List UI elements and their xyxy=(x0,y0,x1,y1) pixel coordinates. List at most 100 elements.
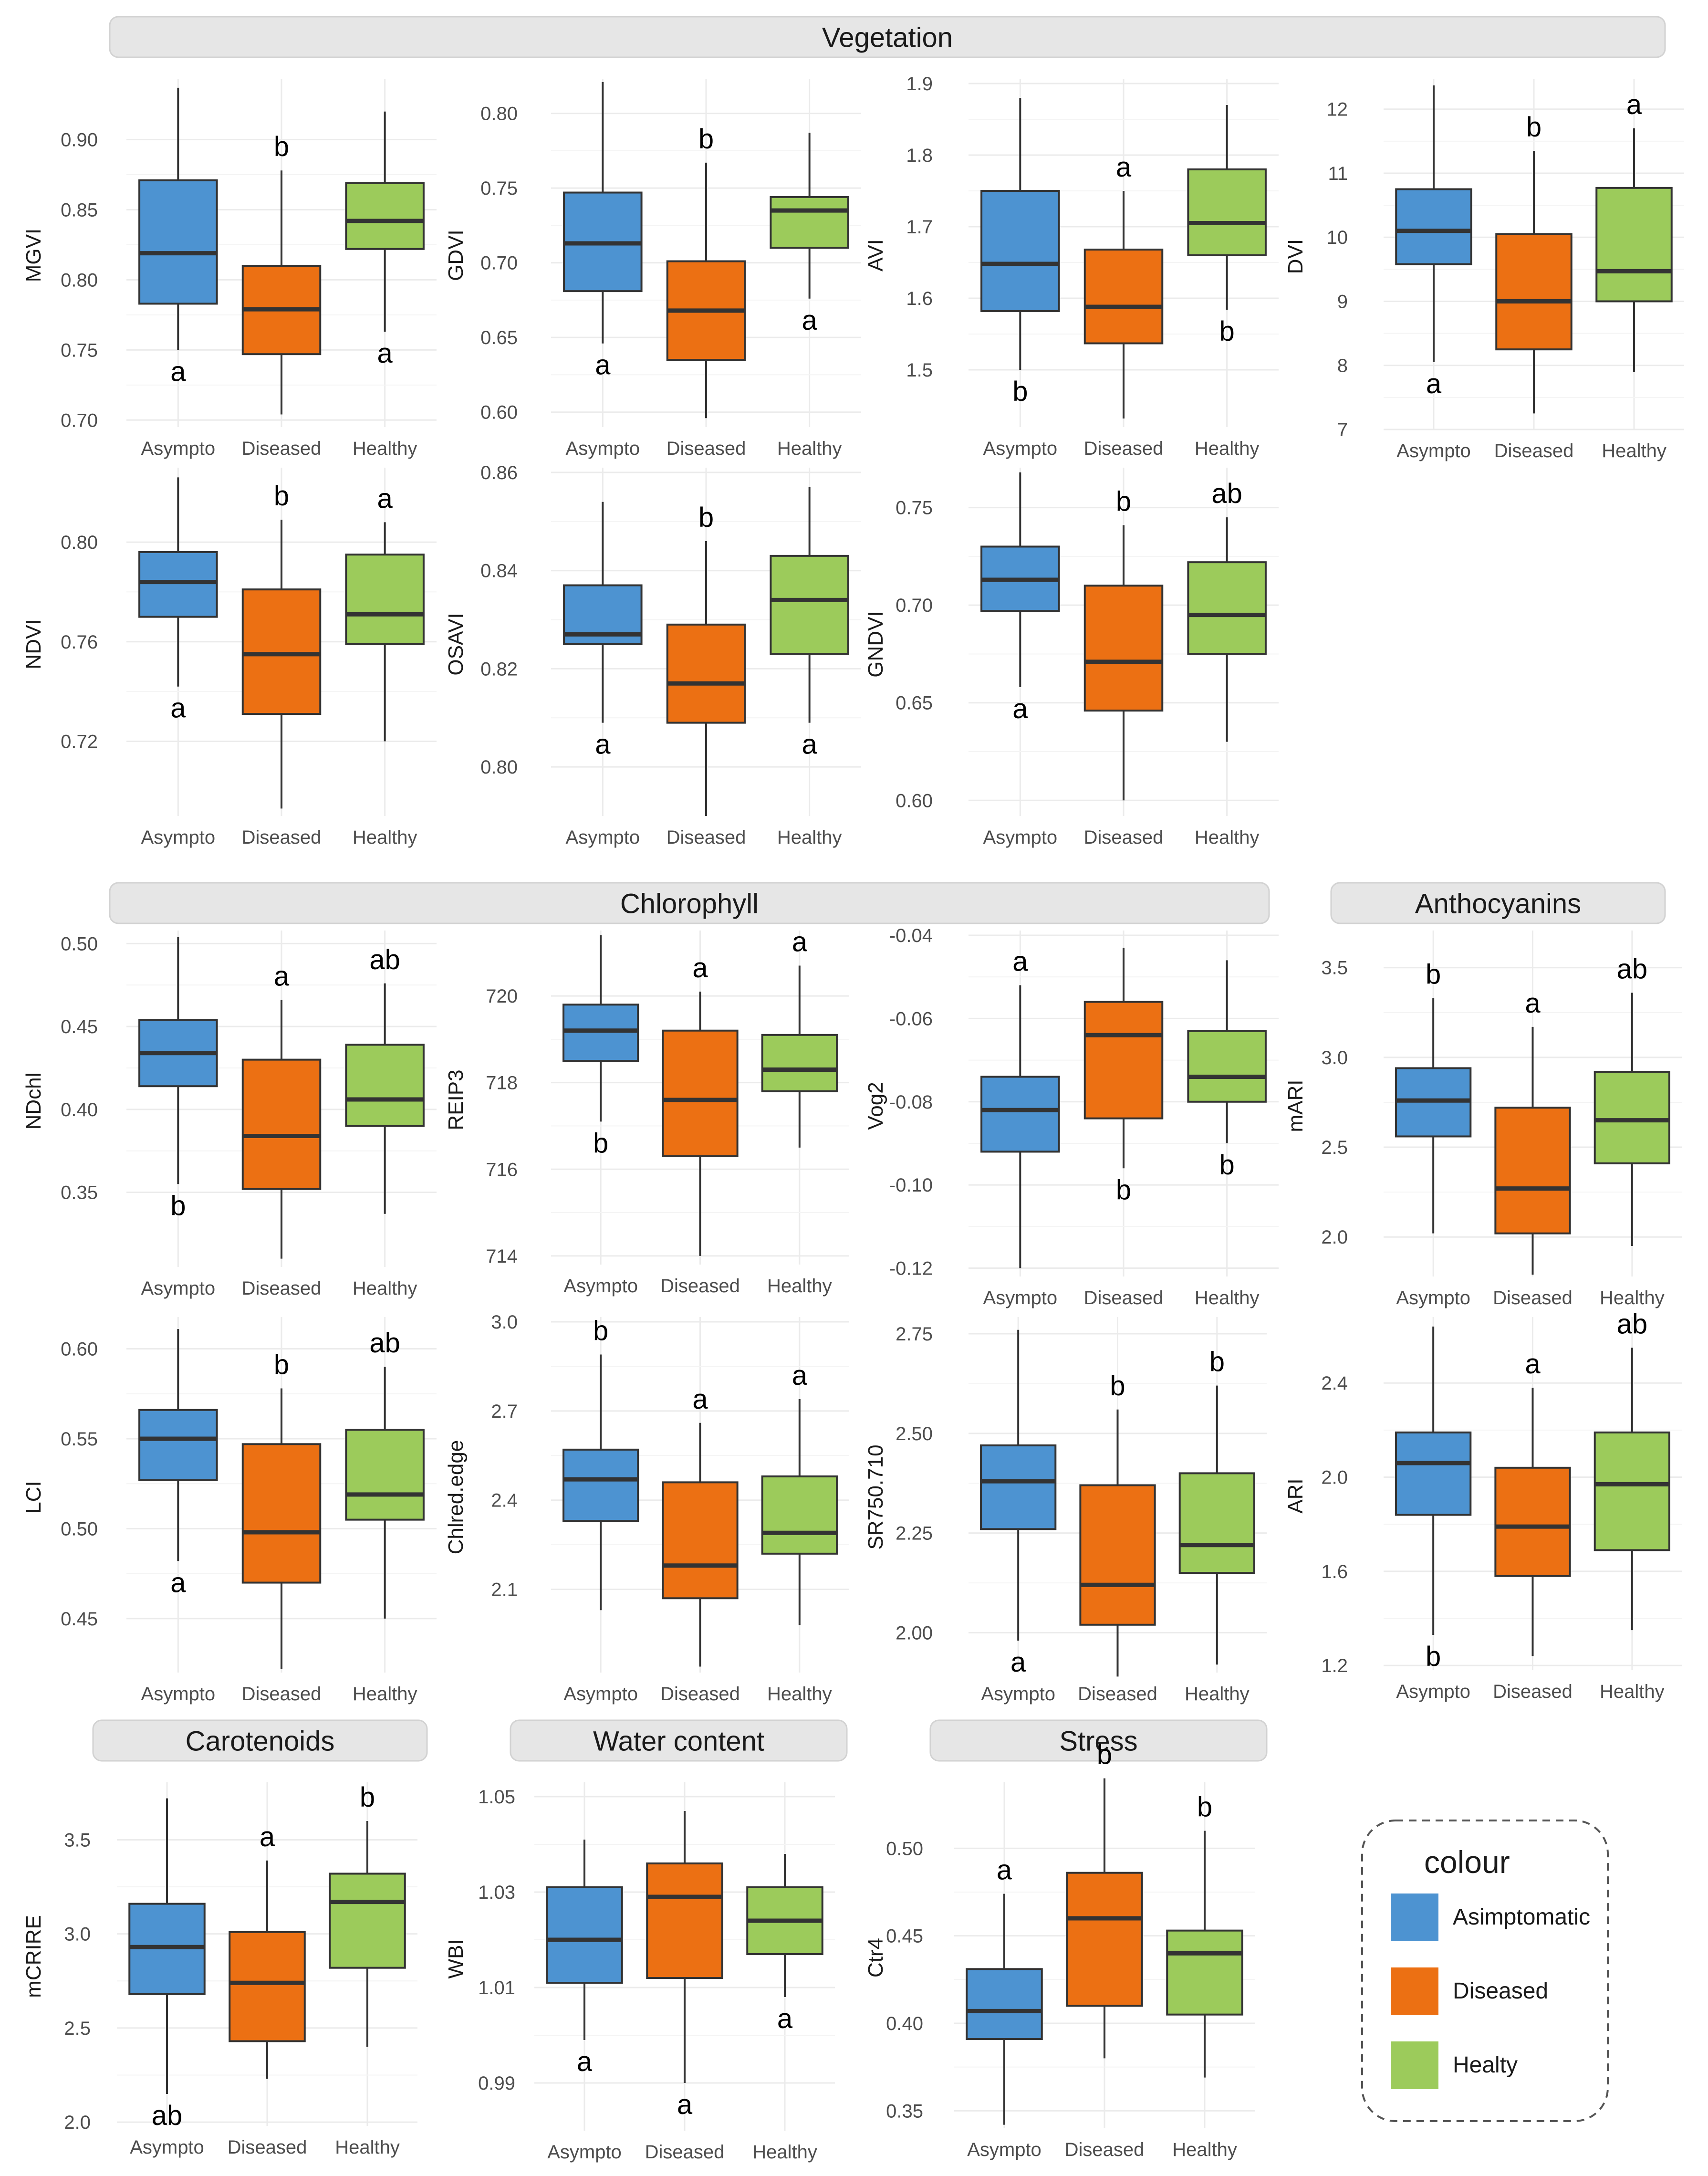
panel-chlred-edge: 2.1 2.4 2.7 3.0 Chlred.edge Asympto Diseased He… xyxy=(444,1312,849,1705)
x-tick-label: Diseased xyxy=(667,827,746,848)
y-tick-label: 2.5 xyxy=(1321,1137,1348,1158)
x-tick-label: Healthy xyxy=(353,1278,417,1299)
y-tick-label: -0.04 xyxy=(889,925,933,946)
box-healthy: a xyxy=(770,487,849,760)
box-body xyxy=(646,1862,723,1979)
significance-letter: b xyxy=(593,1316,608,1347)
box-asympto: a xyxy=(138,477,218,724)
significance-letter: b xyxy=(1426,1641,1441,1672)
panel-osavi: 0.80 0.82 0.84 0.86 OSAVI Asympto Diseased Heal… xyxy=(444,462,861,848)
significance-letter: a xyxy=(1012,693,1028,724)
y-tick-label: 0.75 xyxy=(61,340,98,361)
significance-letter: b xyxy=(1116,486,1131,517)
box-body xyxy=(1083,1001,1164,1119)
box-healthy: ab xyxy=(345,1328,425,1619)
y-tick-label: 2.50 xyxy=(896,1423,933,1444)
significance-letter: a xyxy=(170,356,186,387)
significance-letter: b xyxy=(1209,1347,1225,1378)
box-asympto: a xyxy=(563,502,643,760)
box-asympto: a xyxy=(966,1855,1043,2125)
significance-letter: a xyxy=(260,1821,275,1852)
x-tick-label: Asympto xyxy=(981,1684,1055,1705)
box-diseased: b xyxy=(241,481,322,809)
chart-panels: 0.70 0.75 0.80 0.85 0.90 MGVI Asympto Diseased H… xyxy=(22,73,1684,2163)
legend-label: Healty xyxy=(1453,2052,1518,2078)
significance-letter: b xyxy=(1110,1370,1125,1402)
y-tick-label: 0.65 xyxy=(896,693,933,714)
significance-letter: ab xyxy=(1617,953,1648,984)
significance-letter: a xyxy=(792,1360,808,1391)
significance-letter: ab xyxy=(152,2100,183,2131)
legend: colour Asimptomatic Diseased Healty xyxy=(1361,1820,1609,2122)
box-body xyxy=(761,1034,838,1092)
box-body xyxy=(1083,585,1164,712)
y-tick-label: 0.76 xyxy=(61,632,98,653)
significance-letter: a xyxy=(1012,946,1028,977)
y-tick-label: 1.6 xyxy=(906,288,933,309)
x-tick-label: Diseased xyxy=(242,827,322,848)
y-tick-label: 3.0 xyxy=(1321,1047,1348,1068)
significance-letter: b xyxy=(1197,1792,1212,1823)
x-tick-label: Diseased xyxy=(645,2142,725,2163)
y-tick-label: -0.10 xyxy=(889,1175,933,1196)
y-tick-label: 10 xyxy=(1327,227,1348,248)
legend-title: colour xyxy=(1424,1844,1510,1880)
strip-title: Water content xyxy=(593,1726,764,1757)
box-diseased: b xyxy=(241,131,322,415)
x-tick-label: Healthy xyxy=(1185,1684,1250,1705)
box-body xyxy=(1595,187,1673,303)
significance-letter: b xyxy=(360,1782,375,1813)
panel-avi: 1.5 1.6 1.7 1.8 1.9 AVI Asympto Diseased Healthy… xyxy=(864,73,1279,459)
panel-wbi: 0.99 1.01 1.03 1.05 WBI Asympto Diseased Health… xyxy=(444,1782,835,2163)
box-body xyxy=(770,554,849,655)
x-tick-label: Diseased xyxy=(242,438,322,459)
significance-letter: a xyxy=(577,2046,593,2077)
x-tick-label: Diseased xyxy=(242,1278,322,1299)
significance-letter: a xyxy=(777,2003,793,2034)
box-asympto: a xyxy=(138,1329,218,1598)
x-tick-label: Asympto xyxy=(141,827,216,848)
y-tick-label: 11 xyxy=(1328,163,1348,184)
box-healthy: a xyxy=(746,1854,823,2034)
box-body xyxy=(980,190,1060,312)
significance-letter: b xyxy=(1116,1174,1131,1205)
y-tick-label: 2.7 xyxy=(491,1401,518,1422)
legend-swatch xyxy=(1391,2041,1438,2089)
y-tick-label: 1.7 xyxy=(906,217,933,238)
y-axis-title: REIP3 xyxy=(444,1069,468,1130)
box-diseased: a xyxy=(1083,152,1164,418)
y-tick-label: 1.5 xyxy=(906,360,933,381)
panel-lci: 0.45 0.50 0.55 0.60 LCI Asympto Diseased Health… xyxy=(22,1317,437,1705)
strip-stress: Stress xyxy=(929,1719,1268,1762)
y-tick-label: 0.45 xyxy=(61,1609,98,1630)
box-healthy: b xyxy=(1178,1347,1255,1665)
box-asympto: a xyxy=(980,946,1060,1268)
x-tick-label: Diseased xyxy=(1493,1287,1573,1308)
y-axis-title: WBI xyxy=(444,1939,468,1978)
significance-letter: b xyxy=(274,131,289,162)
box-body xyxy=(329,1873,406,1969)
box-body xyxy=(1079,1484,1156,1626)
y-tick-label: 0.45 xyxy=(886,1926,923,1947)
y-axis-title: Ctr4 xyxy=(864,1938,887,1977)
y-tick-label: 0.40 xyxy=(886,2013,923,2034)
x-tick-label: Asympto xyxy=(563,1684,638,1705)
y-tick-label: 2.4 xyxy=(491,1490,518,1511)
significance-letter: a xyxy=(1116,152,1132,183)
significance-letter: b xyxy=(1526,112,1541,143)
significance-letter: a xyxy=(802,729,818,760)
significance-letter: a xyxy=(170,693,186,724)
box-body xyxy=(1187,561,1267,655)
box-asympto: ab xyxy=(128,1798,206,2131)
strip-carotenoids: Carotenoids xyxy=(92,1719,428,1762)
box-diseased: b xyxy=(1495,112,1573,414)
y-tick-label: 0.45 xyxy=(61,1016,98,1037)
panel-ctr4: 0.35 0.40 0.45 0.50 Ctr4 Asympto Diseased Healt… xyxy=(864,1739,1255,2160)
box-body xyxy=(980,1076,1060,1153)
box-body xyxy=(662,1029,739,1158)
y-tick-label: 3.0 xyxy=(64,1924,91,1945)
y-tick-label: 1.01 xyxy=(478,1977,515,1998)
panel-reip3: 714 716 718 720 REIP3 Asympto Diseased Healthy b… xyxy=(444,927,849,1297)
x-tick-label: Asympto xyxy=(983,827,1058,848)
